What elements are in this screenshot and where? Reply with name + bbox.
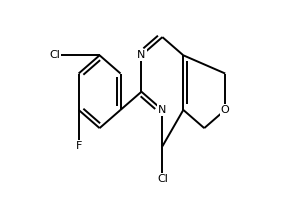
Text: N: N	[158, 105, 166, 115]
Text: O: O	[221, 105, 230, 115]
Text: N: N	[137, 50, 146, 60]
Text: F: F	[75, 141, 82, 151]
Text: Cl: Cl	[157, 174, 168, 184]
Text: Cl: Cl	[50, 50, 60, 60]
